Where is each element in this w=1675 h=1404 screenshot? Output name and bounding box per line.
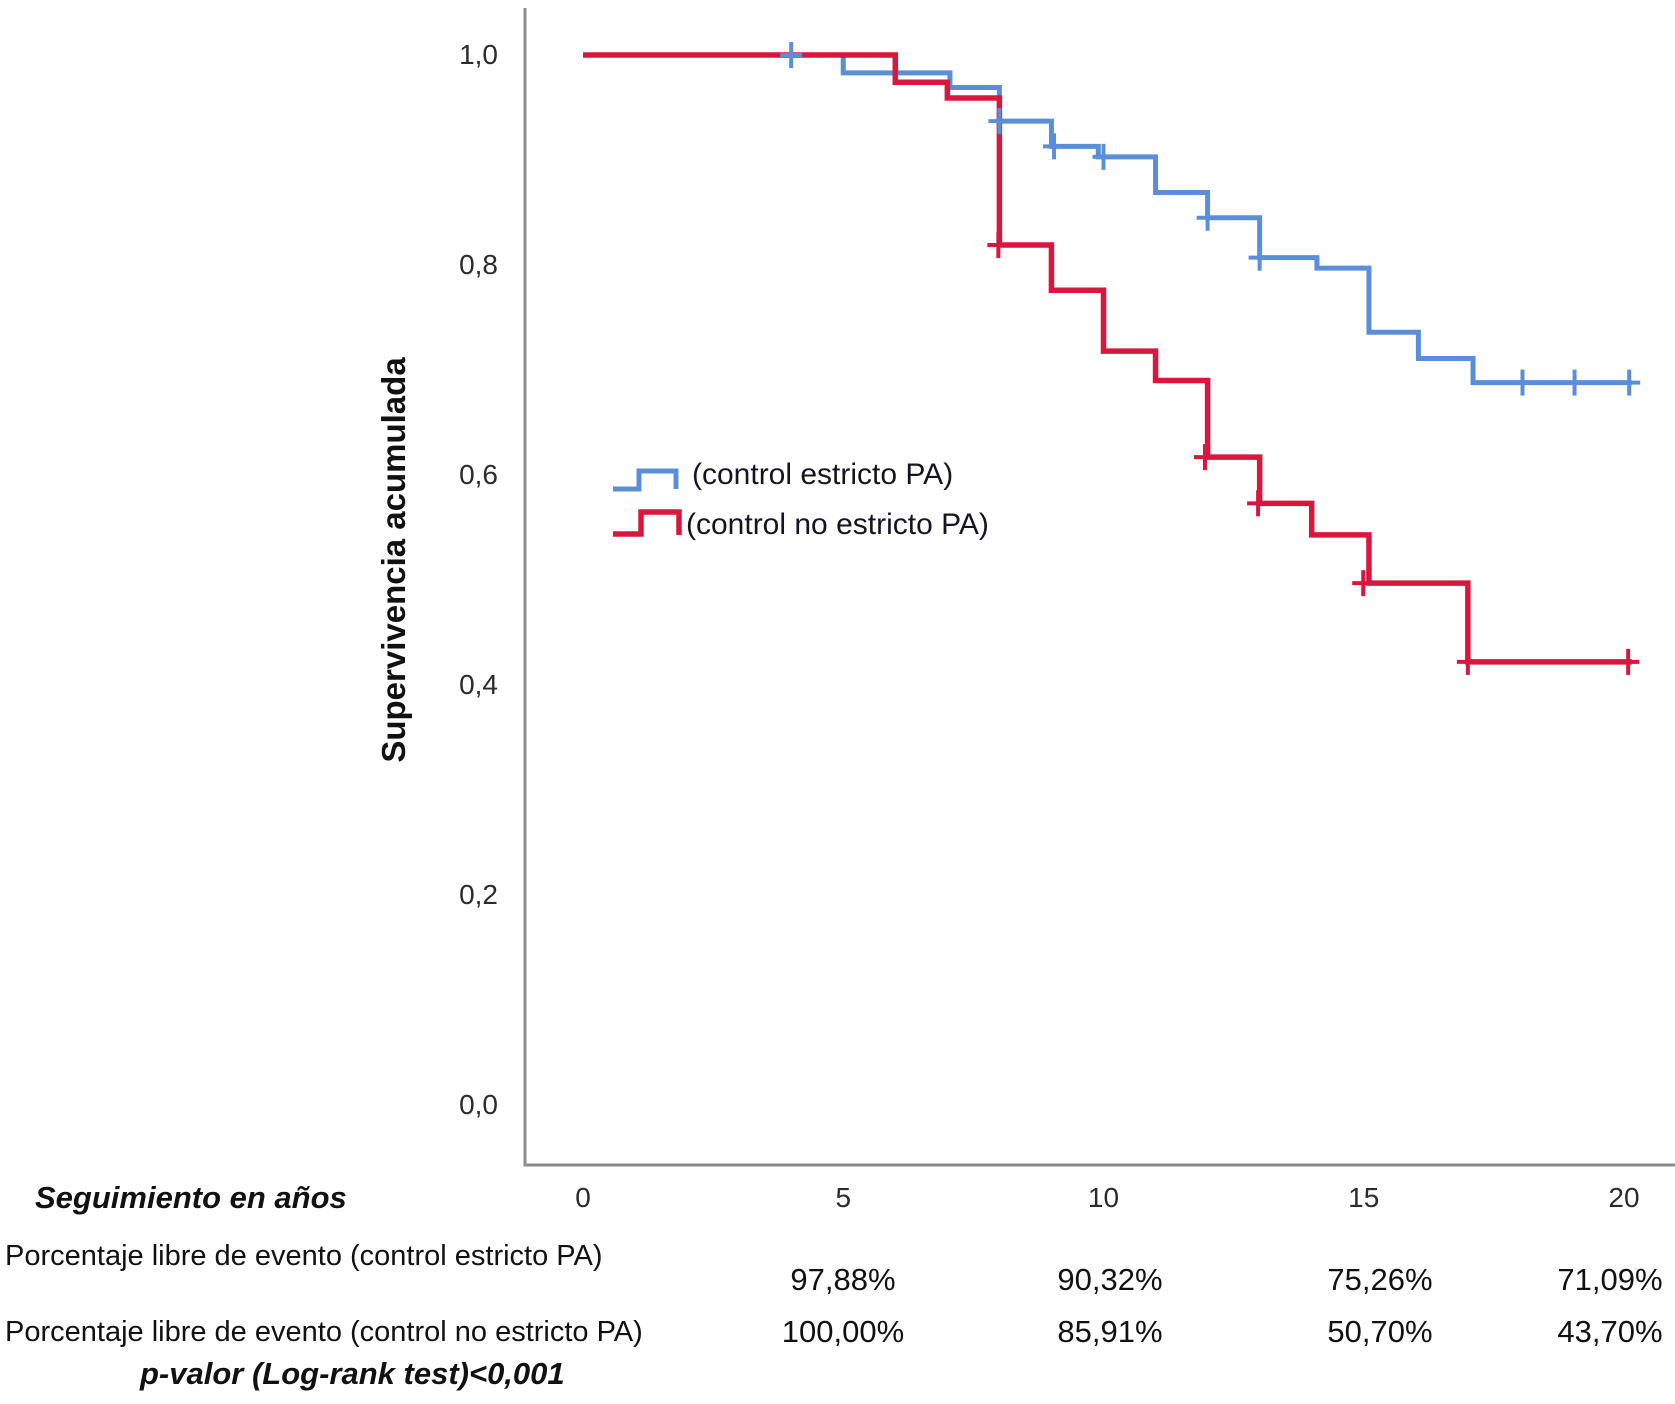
- p-value-note: p-valor (Log-rank test)<0,001: [140, 1356, 565, 1391]
- survival-curve-no-estricto: [583, 52, 1632, 665]
- legend-label-estricto: (control estricto PA): [692, 458, 954, 491]
- y-tick-label-0,2: 0,2: [459, 879, 498, 910]
- x-axis-title: Seguimiento en años: [35, 1180, 347, 1215]
- y-tick-label-0,8: 0,8: [459, 249, 498, 280]
- y-axis-title: Supervivencia acumulada: [375, 357, 412, 763]
- x-tick-label-15: 15: [1348, 1182, 1380, 1213]
- event-free-value-row2-t20: 43,70%: [1557, 1314, 1663, 1349]
- survival-curve-estricto: [583, 52, 1632, 386]
- x-tick-label-0: 0: [575, 1182, 591, 1213]
- event-free-value-row1-t20: 71,09%: [1557, 1262, 1663, 1297]
- event-free-value-row2-t15: 50,70%: [1327, 1314, 1433, 1349]
- event-free-row2-label: Porcentaje libre de evento (control no e…: [5, 1316, 643, 1348]
- y-tick-label-0,4: 0,4: [459, 669, 498, 700]
- event-free-value-row2-t10: 85,91%: [1057, 1314, 1163, 1349]
- event-free-value-row1-t10: 90,32%: [1057, 1262, 1163, 1297]
- event-free-value-row1-t15: 75,26%: [1327, 1262, 1433, 1297]
- x-tick-label-5: 5: [835, 1182, 852, 1213]
- legend-step-glyph-blue: [613, 468, 679, 492]
- x-tick-label-10: 10: [1087, 1182, 1120, 1213]
- y-tick-label-1,0: 1,0: [459, 39, 498, 70]
- event-free-value-row1-t5: 97,88%: [790, 1262, 896, 1297]
- event-free-row1-label: Porcentaje libre de evento (control estr…: [5, 1240, 603, 1272]
- x-tick-label-20: 20: [1608, 1182, 1640, 1213]
- legend-step-glyph-red: [613, 509, 682, 537]
- y-tick-label-0,6: 0,6: [459, 459, 498, 490]
- y-tick-label-0,0: 0,0: [459, 1089, 498, 1120]
- legend-label-no-estricto: (control no estricto PA): [686, 508, 989, 541]
- event-free-value-row2-t5: 100,00%: [781, 1314, 905, 1349]
